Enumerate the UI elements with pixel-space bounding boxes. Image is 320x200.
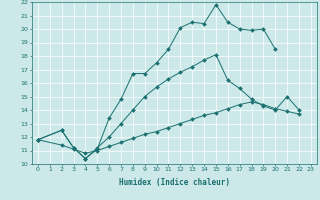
X-axis label: Humidex (Indice chaleur): Humidex (Indice chaleur) bbox=[119, 178, 230, 187]
